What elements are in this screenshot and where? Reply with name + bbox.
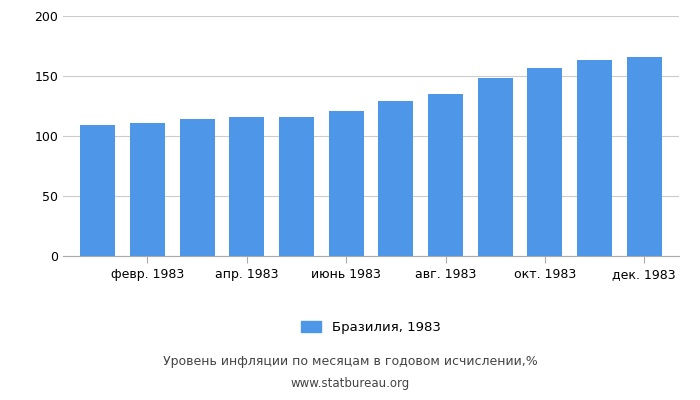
Bar — [329, 111, 363, 256]
Text: www.statbureau.org: www.statbureau.org — [290, 378, 410, 390]
Bar — [528, 68, 562, 256]
Bar — [80, 125, 116, 256]
Bar — [578, 60, 612, 256]
Bar — [279, 118, 314, 256]
Legend: Бразилия, 1983: Бразилия, 1983 — [296, 315, 446, 339]
Bar — [230, 117, 264, 256]
Bar — [379, 101, 413, 256]
Bar — [478, 78, 512, 256]
Bar — [428, 94, 463, 256]
Bar — [180, 119, 214, 256]
Bar — [130, 122, 164, 256]
Text: Уровень инфляции по месяцам в годовом исчислении,%: Уровень инфляции по месяцам в годовом ис… — [162, 356, 538, 368]
Bar — [626, 57, 662, 256]
